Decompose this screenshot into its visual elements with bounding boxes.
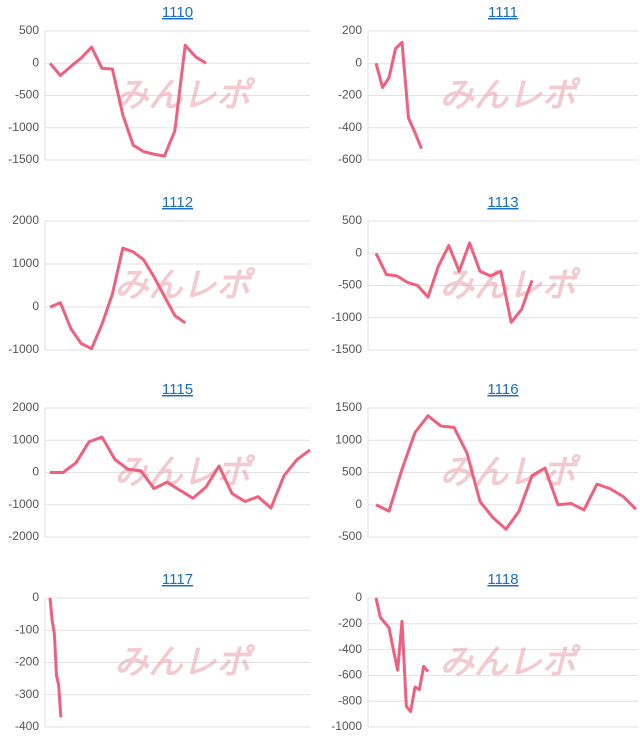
y-tick-label: -200 (15, 655, 39, 669)
y-tick-label: -1500 (8, 152, 39, 166)
chart-title[interactable]: 1118 (487, 571, 518, 588)
y-tick-label: 0 (32, 590, 39, 604)
y-tick-label: -500 (338, 529, 362, 543)
y-tick-label: 0 (355, 55, 362, 69)
y-tick-label: 0 (355, 497, 362, 511)
chart-title[interactable]: 1111 (488, 4, 518, 21)
watermark: みんレポ (115, 266, 256, 304)
chart-title[interactable]: 1116 (487, 381, 518, 398)
y-tick-label: -1000 (331, 719, 362, 733)
y-tick-label: 1000 (335, 432, 362, 446)
y-tick-label: -600 (338, 668, 362, 682)
chart-title[interactable]: 1117 (162, 571, 193, 588)
y-tick-label: -100 (15, 622, 39, 636)
chart-title[interactable]: 1113 (487, 194, 518, 211)
y-tick-label: -400 (338, 120, 362, 134)
y-tick-label: 2000 (12, 213, 39, 227)
y-tick-label: -200 (338, 88, 362, 102)
y-tick-label: 1500 (335, 400, 362, 414)
y-tick-label: 0 (32, 55, 39, 69)
y-tick-label: -1000 (8, 120, 39, 134)
watermark: みんレポ (115, 643, 256, 681)
y-tick-label: -200 (338, 616, 362, 630)
series-line (48, 597, 63, 718)
series-line (50, 435, 311, 510)
y-tick-label: -300 (15, 687, 39, 701)
y-tick-label: -1000 (331, 310, 362, 324)
y-tick-label: 0 (32, 465, 39, 479)
chart-title[interactable]: 1115 (162, 381, 193, 398)
y-tick-label: -2000 (8, 529, 39, 543)
y-tick-label: 1000 (12, 432, 39, 446)
watermark: みんレポ (440, 266, 581, 304)
chart-title[interactable]: 1110 (162, 4, 193, 21)
series-line (374, 241, 534, 324)
chart-title[interactable]: 1112 (162, 194, 193, 211)
series-line (374, 40, 423, 150)
y-tick-label: -400 (15, 719, 39, 733)
series-line (49, 246, 187, 351)
watermark: みんレポ (440, 643, 581, 681)
y-tick-label: -500 (338, 278, 362, 292)
y-tick-label: -1500 (331, 342, 362, 356)
y-tick-label: -400 (338, 642, 362, 656)
y-tick-label: 1000 (12, 256, 39, 270)
y-tick-label: -1000 (8, 497, 39, 511)
y-tick-label: -600 (338, 152, 362, 166)
y-tick-label: -800 (338, 693, 362, 707)
watermark: みんレポ (440, 453, 581, 491)
y-tick-label: 500 (19, 23, 39, 37)
y-tick-label: 0 (355, 245, 362, 259)
y-tick-label: -500 (15, 88, 39, 102)
series-line (48, 43, 207, 158)
y-tick-label: -1000 (8, 342, 39, 356)
y-tick-label: 2000 (12, 400, 39, 414)
y-tick-label: 0 (355, 590, 362, 604)
y-tick-label: 500 (342, 213, 362, 227)
y-tick-label: 200 (342, 23, 362, 37)
watermark: みんレポ (115, 453, 256, 491)
series-line (374, 597, 430, 714)
y-tick-label: 500 (342, 465, 362, 479)
watermark: みんレポ (115, 76, 256, 114)
y-tick-label: 0 (32, 299, 39, 313)
series-line (375, 414, 638, 531)
watermark: みんレポ (440, 76, 581, 114)
